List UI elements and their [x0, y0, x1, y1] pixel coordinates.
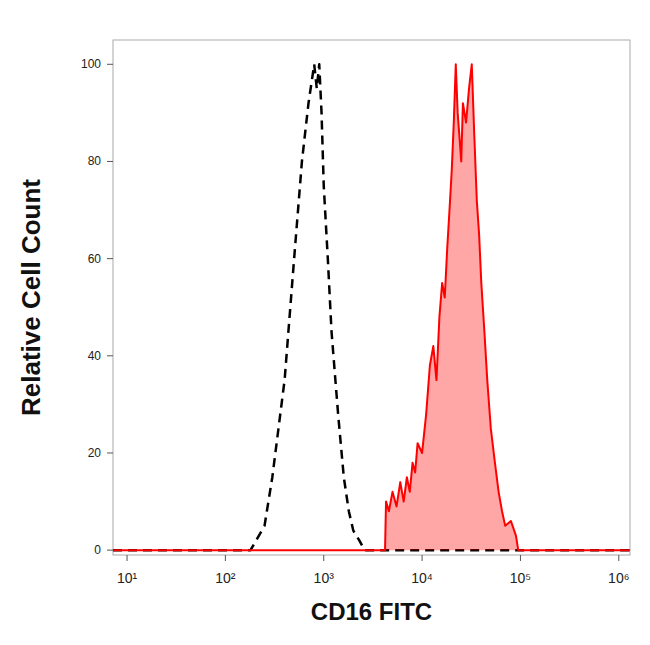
y-tick — [107, 355, 113, 356]
x-tick — [618, 555, 619, 561]
line — [113, 64, 630, 550]
x-tick-label: 10² — [215, 570, 236, 586]
y-tick — [107, 64, 113, 65]
y-tick-label: 20 — [88, 446, 102, 460]
x-tick — [323, 555, 324, 561]
x-tick — [422, 555, 423, 561]
x-tick — [225, 555, 226, 561]
area-fill — [113, 64, 630, 550]
x-tick-label: 10⁶ — [608, 570, 629, 586]
y-tick — [107, 550, 113, 551]
chart: 10¹ 10² 10³ 10⁴ 10⁵ 10⁶ 0 20 40 60 80 100 CD16 FITC R… — [0, 0, 650, 645]
plot-area — [113, 64, 630, 550]
x-tick-label: 10⁴ — [411, 570, 433, 586]
area-line — [113, 64, 630, 550]
x-tick-label: 10³ — [314, 570, 335, 586]
y-axis-title: Relative Cell Count — [16, 179, 46, 416]
y-tick-label: 60 — [88, 252, 102, 266]
y-tick-label: 40 — [88, 349, 102, 363]
y-tick-label: 0 — [94, 543, 101, 557]
y-tick — [107, 258, 113, 259]
y-tick — [107, 161, 113, 162]
y-tick-label: 80 — [88, 154, 102, 168]
y-tick — [107, 452, 113, 453]
x-tick-label: 10¹ — [117, 570, 138, 586]
x-tick — [127, 555, 128, 561]
x-tick-label: 10⁵ — [510, 570, 531, 586]
plot-frame — [113, 40, 630, 555]
x-axis-title: CD16 FITC — [311, 598, 432, 625]
y-tick-label: 100 — [81, 57, 101, 71]
x-tick — [520, 555, 521, 561]
